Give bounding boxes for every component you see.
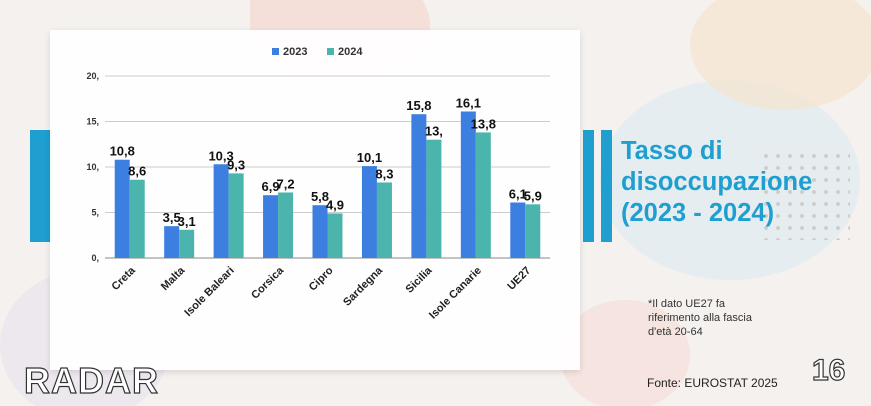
bar bbox=[460, 111, 476, 259]
data-label: 7,2 bbox=[277, 176, 295, 191]
chart-card: 0, 5, 10, 15, 20, 2023 2024 10,8 8,6 Creta 3,5 3,1 M… bbox=[50, 30, 580, 370]
bar bbox=[510, 202, 526, 258]
data-label: 3,1 bbox=[178, 214, 196, 229]
x-tick-label: Creta bbox=[109, 264, 138, 293]
x-tick-label: Cipro bbox=[307, 264, 336, 293]
data-label: 15,8 bbox=[406, 98, 431, 113]
data-label: 6,9 bbox=[262, 179, 280, 194]
x-tick-label: Sicilia bbox=[404, 264, 436, 296]
x-tick-label: Corsica bbox=[249, 264, 287, 302]
data-label: 5,8 bbox=[311, 189, 329, 204]
decor-blob bbox=[560, 300, 690, 406]
data-label: 13, bbox=[425, 124, 443, 139]
data-label: 10,8 bbox=[110, 144, 135, 159]
legend-swatch bbox=[272, 48, 279, 55]
accent-bar-right-2 bbox=[601, 130, 612, 242]
page-number: 16 bbox=[811, 353, 846, 387]
legend-swatch bbox=[327, 48, 334, 55]
accent-bar-right-1 bbox=[583, 130, 594, 242]
bar bbox=[278, 192, 294, 258]
bar bbox=[475, 132, 491, 258]
bar-chart: 0, 5, 10, 15, 20, 2023 2024 10,8 8,6 Creta 3,53,1 M… bbox=[86, 46, 550, 322]
accent-bar-left bbox=[30, 130, 52, 242]
bar bbox=[129, 179, 145, 258]
bar bbox=[411, 114, 427, 258]
bar bbox=[263, 195, 279, 258]
brand-logo: RADAR bbox=[23, 359, 159, 401]
data-label: 8,6 bbox=[128, 164, 146, 179]
data-label: 10,1 bbox=[357, 150, 382, 165]
bar bbox=[376, 182, 392, 258]
footnote: *Il dato UE27 fa riferimento alla fascia… bbox=[648, 298, 752, 338]
x-tick-label: Malta bbox=[159, 264, 188, 293]
legend-label: 2024 bbox=[338, 46, 363, 58]
y-tick-label: 15, bbox=[86, 117, 99, 127]
x-tick-label: Isole Baleari bbox=[182, 265, 236, 319]
bar bbox=[179, 229, 195, 258]
data-label: 6,1 bbox=[509, 186, 527, 201]
panel-title: Tasso di disoccupazione (2023 - 2024) bbox=[621, 137, 813, 227]
bar bbox=[164, 226, 180, 258]
bar bbox=[327, 213, 343, 258]
data-label: 10,3 bbox=[208, 148, 233, 163]
data-label: 16,1 bbox=[456, 95, 481, 110]
decor-dot-grid bbox=[760, 150, 850, 240]
bar bbox=[228, 173, 244, 258]
bar bbox=[525, 204, 541, 258]
x-tick-label: Isole Canarie bbox=[427, 265, 484, 322]
x-tick-label: Sardegna bbox=[341, 264, 386, 309]
y-tick-label: 0, bbox=[91, 253, 99, 263]
legend-label: 2023 bbox=[283, 46, 307, 58]
bar bbox=[361, 166, 377, 258]
data-label: 5,9 bbox=[524, 188, 542, 203]
y-tick-label: 5, bbox=[91, 208, 99, 218]
source-label: Fonte: EUROSTAT 2025 bbox=[647, 376, 778, 390]
y-tick-label: 10, bbox=[86, 162, 99, 172]
bar bbox=[426, 139, 442, 258]
bar bbox=[312, 205, 328, 258]
bar bbox=[114, 159, 130, 258]
data-label: 4,9 bbox=[326, 197, 344, 212]
x-tick-label: UE27 bbox=[505, 265, 533, 293]
decor-blob bbox=[690, 0, 871, 110]
data-label: 8,3 bbox=[375, 166, 393, 181]
data-label: 9,3 bbox=[227, 157, 245, 172]
data-label: 13,8 bbox=[471, 116, 496, 131]
y-tick-label: 20, bbox=[86, 71, 99, 81]
bar bbox=[213, 164, 229, 258]
data-label: 3,5 bbox=[163, 210, 181, 225]
